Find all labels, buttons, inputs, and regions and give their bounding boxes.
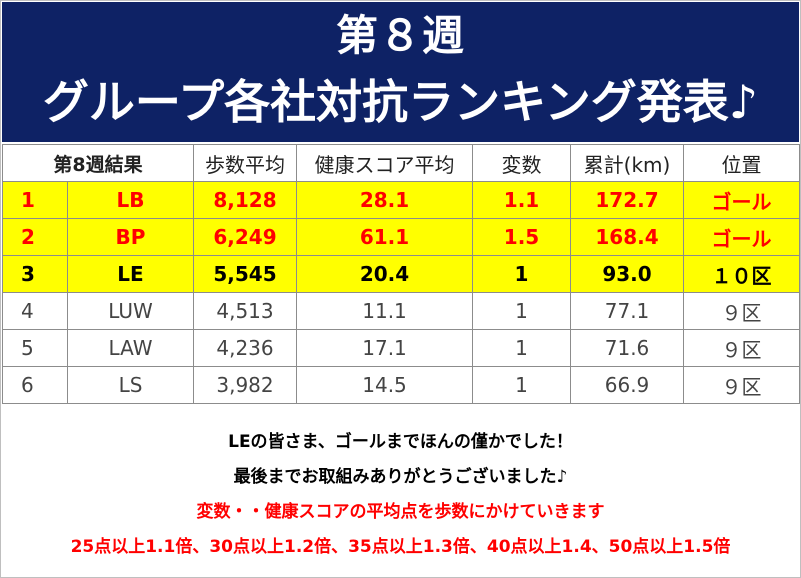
- steps-cell: 6,249: [193, 218, 298, 256]
- header-avg-health-score: 健康スコア平均: [296, 144, 474, 182]
- table-row: 2 BP 6,249 61.1 1.5 168.4 ゴール: [2, 218, 801, 256]
- ranking-title: グループ各社対抗ランキング発表♪: [42, 75, 759, 129]
- health-score-cell: 20.4: [296, 255, 474, 293]
- position-cell: ゴール: [683, 181, 801, 219]
- cumulative-km-cell: 168.4: [570, 218, 685, 256]
- note-thanks: LEの皆さま、ゴールまでほんの僅かでした！: [228, 432, 573, 452]
- header-cumulative-km: 累計(km): [570, 144, 685, 182]
- table-header-row: 第8週結果 歩数平均 健康スコア平均 変数 累計(km) 位置: [1, 144, 801, 182]
- steps-cell: 5,545: [193, 255, 298, 293]
- cumulative-km-cell: 77.1: [570, 292, 685, 330]
- multiplier-cell: 1: [472, 255, 572, 293]
- week-title: 第８週: [335, 11, 465, 60]
- company-cell: LE: [66, 255, 195, 293]
- notes-section: LEの皆さま、ゴールまでほんの僅かでした！ 最後までお取組みありがとうございまし…: [2, 425, 799, 565]
- health-score-cell: 11.1: [296, 292, 474, 330]
- position-cell: ９区: [683, 366, 801, 404]
- health-score-cell: 14.5: [296, 366, 474, 404]
- ranking-table: 第8週結果 歩数平均 健康スコア平均 変数 累計(km) 位置 1 LB 8,1…: [1, 144, 801, 404]
- header-week-result: 第8週結果: [1, 144, 195, 182]
- health-score-cell: 61.1: [296, 218, 474, 256]
- multiplier-cell: 1: [472, 366, 572, 404]
- note-appreciation: 最後までお取組みありがとうございました♪: [233, 467, 568, 487]
- header-multiplier: 変数: [472, 144, 572, 182]
- steps-cell: 4,236: [193, 329, 298, 367]
- note-multiplier-explanation: 変数・・健康スコアの平均点を歩数にかけていきます: [196, 502, 605, 522]
- rank-cell: 5: [2, 329, 68, 367]
- cumulative-km-cell: 66.9: [570, 366, 685, 404]
- position-cell: ９区: [683, 292, 801, 330]
- table-row: 5 LAW 4,236 17.1 1 71.6 ９区: [2, 329, 801, 367]
- rank-cell: 4: [2, 292, 68, 330]
- table-row: 3 LE 5,545 20.4 1 93.0 １０区: [2, 255, 801, 293]
- rank-cell: 6: [2, 366, 68, 404]
- rank-cell: 2: [2, 218, 68, 256]
- rank-cell: 1: [2, 181, 68, 219]
- note-multiplier-tiers: 25点以上1.1倍、30点以上1.2倍、35点以上1.3倍、40点以上1.4、5…: [70, 537, 731, 557]
- steps-cell: 8,128: [193, 181, 298, 219]
- company-cell: LAW: [66, 329, 195, 367]
- header-avg-steps: 歩数平均: [193, 144, 298, 182]
- company-cell: LUW: [66, 292, 195, 330]
- cumulative-km-cell: 172.7: [570, 181, 685, 219]
- multiplier-cell: 1: [472, 329, 572, 367]
- steps-cell: 4,513: [193, 292, 298, 330]
- multiplier-cell: 1.5: [472, 218, 572, 256]
- health-score-cell: 28.1: [296, 181, 474, 219]
- table-row: 1 LB 8,128 28.1 1.1 172.7 ゴール: [2, 181, 801, 219]
- table-row: 4 LUW 4,513 11.1 1 77.1 ９区: [2, 292, 801, 330]
- health-score-cell: 17.1: [296, 329, 474, 367]
- steps-cell: 3,982: [193, 366, 298, 404]
- position-cell: １０区: [683, 255, 801, 293]
- position-cell: ゴール: [683, 218, 801, 256]
- company-cell: LB: [66, 181, 195, 219]
- cumulative-km-cell: 71.6: [570, 329, 685, 367]
- cumulative-km-cell: 93.0: [570, 255, 685, 293]
- title-banner: 第８週 グループ各社対抗ランキング発表♪: [2, 2, 799, 142]
- rank-cell: 3: [2, 255, 68, 293]
- multiplier-cell: 1: [472, 292, 572, 330]
- position-cell: ９区: [683, 329, 801, 367]
- header-position: 位置: [683, 144, 801, 182]
- company-cell: LS: [66, 366, 195, 404]
- multiplier-cell: 1.1: [472, 181, 572, 219]
- company-cell: BP: [66, 218, 195, 256]
- table-row: 6 LS 3,982 14.5 1 66.9 ９区: [2, 366, 801, 404]
